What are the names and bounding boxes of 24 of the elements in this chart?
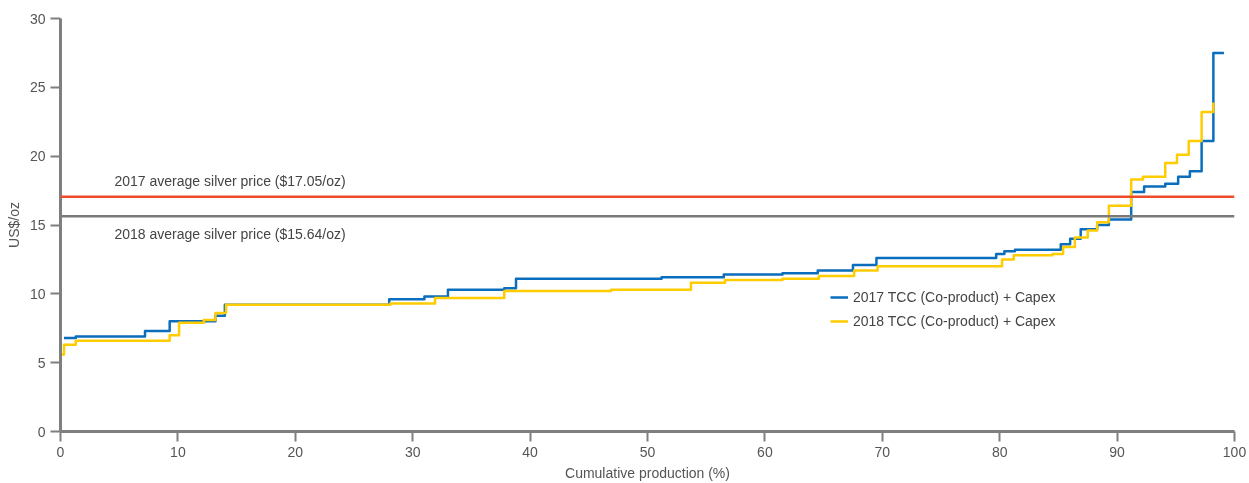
y-tick-label: 20 xyxy=(29,148,46,165)
x-tick-label: 100 xyxy=(1222,443,1247,460)
ref-line-label: 2017 average silver price ($17.05/oz) xyxy=(114,172,346,189)
y-tick-label: 15 xyxy=(29,217,46,233)
x-tick-label: 60 xyxy=(757,443,773,460)
y-tick-label: 25 xyxy=(29,79,46,96)
x-axis-title: Cumulative production (%) xyxy=(565,464,730,481)
y-axis-title: US$/oz xyxy=(5,202,22,248)
x-tick-label: 50 xyxy=(639,443,656,460)
x-tick-label: 0 xyxy=(56,443,65,460)
y-tick-label: 0 xyxy=(37,423,46,440)
legend-label: 2017 TCC (Co-product) + Capex xyxy=(853,289,1056,305)
ref-line-label: 2018 average silver price ($15.64/oz) xyxy=(114,226,346,243)
x-tick-label: 70 xyxy=(874,443,891,460)
y-tick-label: 30 xyxy=(29,10,46,27)
x-tick-label: 30 xyxy=(404,443,421,460)
legend-label: 2018 TCC (Co-product) + Capex xyxy=(853,313,1056,329)
x-tick-label: 20 xyxy=(287,443,304,460)
x-tick-label: 90 xyxy=(1109,443,1126,460)
x-tick-label: 40 xyxy=(522,443,539,460)
x-tick-label: 10 xyxy=(170,443,186,460)
x-tick-label: 80 xyxy=(991,443,1008,460)
y-tick-label: 10 xyxy=(29,285,46,302)
y-tick-label: 5 xyxy=(37,354,46,371)
